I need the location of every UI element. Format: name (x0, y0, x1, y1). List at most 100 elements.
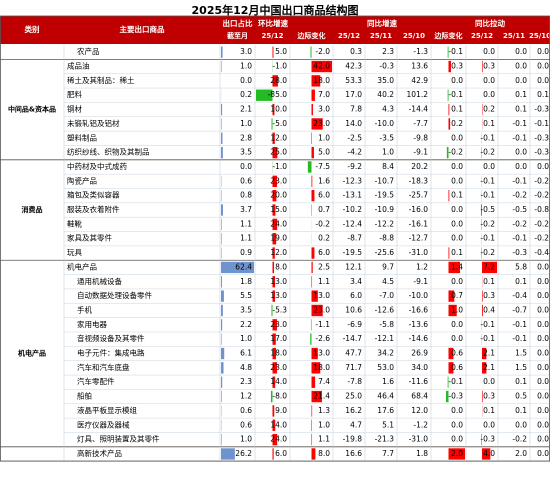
growth-change-bar (310, 319, 312, 331)
growth-change-bar (311, 376, 316, 388)
growth-m1-value: -4.2 (347, 148, 362, 157)
growth-m1-value: -10.2 (343, 205, 363, 214)
growth-m1-value: -19.8 (343, 435, 363, 444)
share-value: 62.4 (235, 262, 252, 271)
mom-bar (272, 433, 278, 446)
growth-m1-value: -19.5 (343, 248, 363, 257)
growth-change-bar (311, 304, 323, 317)
header-product: 主要出口商品 (120, 24, 165, 34)
growth-m3-value: -9.8 (413, 133, 428, 142)
pull-change-bar (448, 290, 455, 302)
pull-m1-value: -0.5 (480, 205, 495, 214)
pull-change-value: 0.0 (451, 320, 463, 329)
pull-change-value: 0.0 (451, 334, 463, 343)
growth-m2-value: -10.0 (375, 119, 395, 128)
pull-change-bar (448, 190, 450, 202)
pull-change-bar (448, 304, 457, 317)
growth-change-value: 21.4 (313, 392, 330, 401)
growth-change-value: 7.4 (318, 377, 330, 386)
mom-bar (272, 319, 277, 331)
pull-m2-value: 0.1 (515, 377, 527, 386)
pull-m2-value: -0.2 (512, 435, 527, 444)
product-label: 陶瓷产品 (67, 175, 97, 185)
pull-m2-value: -0.4 (512, 291, 527, 300)
share-bar (221, 132, 223, 144)
pull-m1-value: -0.1 (480, 191, 495, 200)
share-bar (221, 362, 224, 374)
chart-title: 2025年12月中国出口商品结构图 (191, 4, 359, 17)
product-label: 电子元件：集成电路 (77, 348, 145, 358)
pull-change-value: -0.3 (448, 392, 463, 401)
pull-change-value: 0.3 (451, 62, 463, 71)
mom-bar (272, 261, 275, 274)
growth-m3-value: 13.6 (411, 62, 428, 71)
growth-m2-value: -3.5 (379, 133, 394, 142)
pull-m2-value: 1.5 (515, 349, 527, 358)
mom-value: 10.0 (270, 105, 287, 114)
mom-bar (272, 290, 276, 302)
header-share: 出口占比 (223, 18, 253, 28)
pull-m1-value: 0.0 (483, 76, 495, 85)
pull-change-bar (446, 146, 449, 159)
growth-m3-value: -16.1 (409, 219, 429, 228)
pull-m2-value: 0.0 (515, 420, 527, 429)
pull-change-value: 0.0 (451, 76, 463, 85)
growth-m2-value: 7.7 (382, 449, 394, 458)
product-label: 鞋靴 (67, 218, 82, 228)
share-value: 2.8 (240, 133, 252, 142)
pull-m2-value: -0.2 (512, 219, 527, 228)
pull-m3-value: -0.4 (534, 248, 549, 257)
pull-change-value: 0.0 (451, 435, 463, 444)
growth-m2-value: 9.7 (382, 262, 394, 271)
mom-value: -5.0 (272, 119, 287, 128)
share-bar (221, 376, 223, 388)
mom-value: 5.0 (275, 47, 287, 56)
pull-m1-value: -0.1 (480, 234, 495, 243)
pull-m3-value: -0.1 (534, 119, 549, 128)
pull-m1-value: 0.0 (483, 90, 495, 99)
mom-value: 24.0 (270, 435, 287, 444)
header-pull-change: 边际变化 (434, 31, 463, 40)
growth-change-value: 6.0 (318, 191, 330, 200)
growth-change-value: 0.7 (318, 205, 330, 214)
pull-m2-value: 1.5 (515, 363, 527, 372)
pull-change-value: 1.4 (451, 262, 463, 271)
pull-m1-value: -0.2 (480, 148, 495, 157)
mom-bar (272, 175, 277, 187)
mom-value: 8.0 (275, 262, 287, 271)
share-value: 2.3 (240, 377, 252, 386)
pull-m3-value: -0.2 (534, 191, 549, 200)
share-bar (221, 218, 222, 231)
growth-m3-value: -9.1 (413, 277, 428, 286)
pull-m2-value: -0.1 (512, 119, 527, 128)
growth-m3-value: -11.6 (409, 377, 429, 386)
growth-change-value: 1.6 (318, 176, 330, 185)
mom-value: 9.0 (275, 406, 287, 415)
share-value: 4.8 (240, 363, 252, 372)
share-value: 6.1 (240, 349, 252, 358)
pull-m1-value: 0.1 (483, 406, 495, 415)
pull-change-value: 0.0 (451, 234, 463, 243)
mom-value: 12.0 (270, 133, 287, 142)
pull-m2-value: 0.0 (515, 76, 527, 85)
share-bar (221, 118, 222, 130)
growth-m3-value: 34.0 (411, 363, 428, 372)
growth-change-value: 5.0 (318, 148, 330, 157)
growth-change-value: -1.1 (315, 320, 330, 329)
pull-m1-value: 0.0 (483, 377, 495, 386)
share-value: 0.0 (240, 162, 252, 171)
growth-change-value: 18.0 (313, 76, 330, 85)
growth-change-bar (311, 362, 321, 374)
mom-value: 28.0 (270, 76, 287, 85)
growth-m3-value: -12.7 (409, 234, 429, 243)
growth-change-value: 1.0 (318, 133, 330, 142)
mom-value: 13.0 (270, 277, 287, 286)
growth-change-value: 1.1 (318, 435, 330, 444)
pull-m1-value: 0.1 (483, 119, 495, 128)
growth-m2-value: 35.0 (377, 76, 394, 85)
share-value: 3.7 (240, 205, 252, 214)
mom-value: -1.0 (272, 162, 287, 171)
product-label: 纺织纱线、织物及其制品 (67, 147, 150, 157)
growth-m3-value: -14.6 (409, 334, 429, 343)
